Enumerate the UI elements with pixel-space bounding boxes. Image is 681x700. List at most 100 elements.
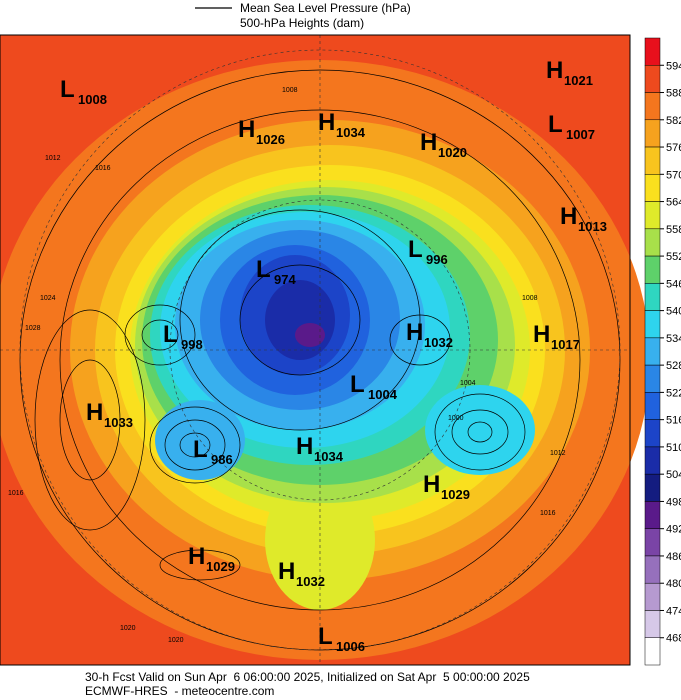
center-value: 1026 <box>256 132 285 147</box>
center-letter: L <box>318 623 333 650</box>
colorbar-swatch <box>644 610 661 638</box>
center-letter: H <box>188 543 205 570</box>
center-letter: H <box>296 433 313 460</box>
colorbar-label: 588 <box>666 88 681 100</box>
center-letter: L <box>256 256 271 283</box>
center-value: 1020 <box>438 145 467 160</box>
colorbar-swatch <box>644 201 661 230</box>
colorbar-label: 498 <box>666 496 681 508</box>
center-letter: H <box>318 109 335 136</box>
contour-label: 1016 <box>540 510 556 517</box>
contour-label: 1008 <box>522 295 538 302</box>
colorbar-swatch <box>644 528 661 557</box>
contour-label: 1016 <box>95 165 111 172</box>
colorbar-label: 552 <box>666 251 681 263</box>
contour-label: 1020 <box>168 637 184 644</box>
center-value: 1008 <box>78 92 107 107</box>
colorbar-swatch <box>644 65 661 93</box>
center-value: 1029 <box>441 487 470 502</box>
colorbar-label: 468 <box>666 633 681 645</box>
center-value: 1007 <box>566 127 595 142</box>
center-value: 1017 <box>551 337 580 352</box>
footer-text: ECMWF-HRES - meteocentre.com <box>85 684 274 698</box>
colorbar-swatch <box>644 392 661 420</box>
center-letter: H <box>406 319 423 346</box>
center-value: 1032 <box>424 335 453 350</box>
center-letter: L <box>350 371 365 398</box>
colorbar-label: 576 <box>666 142 681 154</box>
colorbar-label: 534 <box>666 333 681 345</box>
center-value: 1004 <box>368 387 398 402</box>
contour-label: 1004 <box>460 380 476 387</box>
contour-label: 1008 <box>282 87 298 94</box>
center-letter: H <box>278 558 295 585</box>
colorbar-label: 540 <box>666 306 681 318</box>
colorbar-swatch <box>644 337 661 366</box>
legend-text: 500-hPa Heights (dam) <box>240 16 364 30</box>
colorbar-swatch <box>644 501 661 529</box>
legend-text: Mean Sea Level Pressure (hPa) <box>240 1 411 15</box>
contour-label: 1024 <box>40 295 56 302</box>
colorbar-swatch <box>644 255 661 284</box>
colorbar-label: 504 <box>666 469 681 481</box>
center-value: 1034 <box>314 449 344 464</box>
colorbar-label: 528 <box>666 360 681 372</box>
center-letter: H <box>420 129 437 156</box>
contour-label: 1016 <box>8 490 24 497</box>
colorbar-label: 480 <box>666 578 681 590</box>
colorbar-label: 564 <box>666 197 681 209</box>
colorbar-swatch <box>644 364 661 393</box>
contour-label: 1028 <box>25 325 41 332</box>
colorbar-swatch <box>644 283 661 311</box>
colorbar-swatch <box>644 446 661 475</box>
colorbar-swatch <box>644 555 661 584</box>
contour-label: 1000 <box>448 415 464 422</box>
center-letter: L <box>60 76 75 103</box>
center-value: 1021 <box>564 73 593 88</box>
colorbar-swatch <box>644 174 661 202</box>
center-letter: H <box>546 57 563 84</box>
center-value: 1032 <box>296 574 325 589</box>
center-letter: H <box>423 471 440 498</box>
center-value: 974 <box>274 272 296 287</box>
colorbar-swatch <box>644 146 661 175</box>
colorbar-swatch <box>644 92 661 121</box>
center-value: 986 <box>211 452 233 467</box>
colorbar-label: 510 <box>666 442 681 454</box>
contour-label: 1012 <box>550 450 566 457</box>
center-value: 1013 <box>578 219 607 234</box>
colorbar-label: 474 <box>666 605 681 617</box>
center-value: 998 <box>181 337 203 352</box>
center-value: 1029 <box>206 559 235 574</box>
center-letter: H <box>238 116 255 143</box>
colorbar-swatch <box>644 228 661 257</box>
height-field <box>0 34 650 666</box>
colorbar-label: 594 <box>666 60 681 72</box>
center-value: 1034 <box>336 125 366 140</box>
colorbar-swatch <box>644 119 661 148</box>
colorbar-swatch <box>644 637 661 666</box>
center-value: 1033 <box>104 415 133 430</box>
center-letter: H <box>86 399 103 426</box>
center-letter: H <box>560 203 577 230</box>
colorbar-swatch <box>644 473 661 502</box>
contour-label: 1012 <box>45 155 61 162</box>
colorbar-label: 486 <box>666 551 681 563</box>
colorbar-label: 522 <box>666 387 681 399</box>
contour-label: 1020 <box>120 625 136 632</box>
colorbar-swatch <box>644 582 661 611</box>
colorbar-swatch <box>644 419 661 448</box>
colorbar-label: 558 <box>666 224 681 236</box>
colorbar-label: 570 <box>666 169 681 181</box>
colorbar-swatch <box>644 310 661 339</box>
colorbar-swatch <box>644 37 661 66</box>
center-value: 1006 <box>336 639 365 654</box>
colorbar-label: 516 <box>666 415 681 427</box>
center-letter: H <box>533 321 550 348</box>
center-letter: L <box>548 111 563 138</box>
colorbar-label: 546 <box>666 278 681 290</box>
colorbar-label: 582 <box>666 115 681 127</box>
center-letter: L <box>163 321 178 348</box>
center-letter: L <box>193 436 208 463</box>
